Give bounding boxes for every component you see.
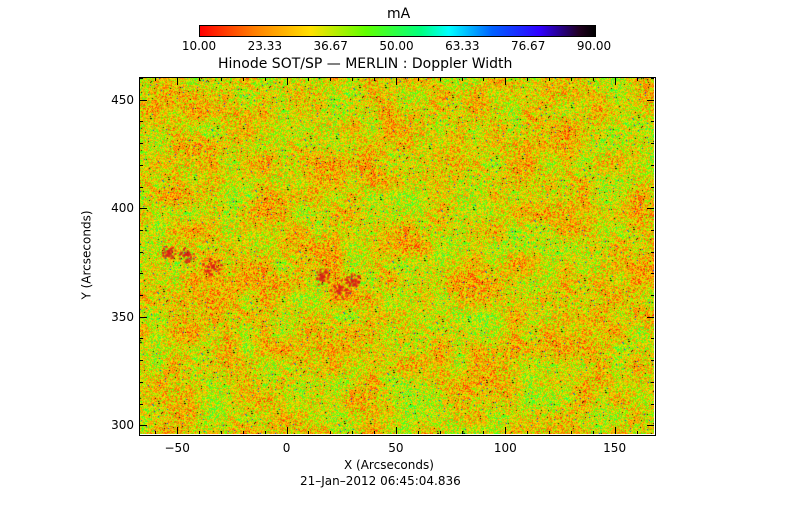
colorbar [199, 25, 596, 37]
colorbar-unit-label: mA [387, 6, 411, 22]
colorbar-tick-label: 50.00 [379, 39, 414, 53]
colorbar-tick-label: 90.00 [576, 39, 612, 53]
plot-title: Hinode SOT/SP — MERLIN : Doppler Width [218, 56, 513, 72]
y-tick-label: 400 [111, 201, 134, 216]
y-tick-label: 450 [111, 92, 134, 107]
colorbar-tick-label: 23.33 [247, 39, 282, 53]
x-axis-label: X (Arcseconds) [344, 458, 434, 472]
x-tick-label: 0 [282, 441, 291, 455]
colorbar-tick-label: 10.00 [181, 39, 217, 53]
x-tick-label: 150 [603, 441, 627, 455]
colorbar-tick-label: 63.33 [445, 39, 480, 53]
x-tick-label: 50 [388, 441, 404, 455]
y-tick-label: 300 [111, 418, 134, 433]
doppler-width-heatmap [140, 78, 654, 434]
y-axis-label: Y (Arcseconds) [79, 210, 94, 300]
x-tick-label: 100 [493, 441, 517, 455]
x-tick-label: −50 [164, 441, 190, 455]
timestamp: 21–Jan–2012 06:45:04.836 [300, 474, 461, 488]
y-tick-label: 350 [111, 309, 134, 324]
colorbar-tick-label: 76.67 [510, 39, 546, 53]
colorbar-tick-label: 36.67 [313, 39, 348, 53]
plot-frame [139, 77, 656, 436]
